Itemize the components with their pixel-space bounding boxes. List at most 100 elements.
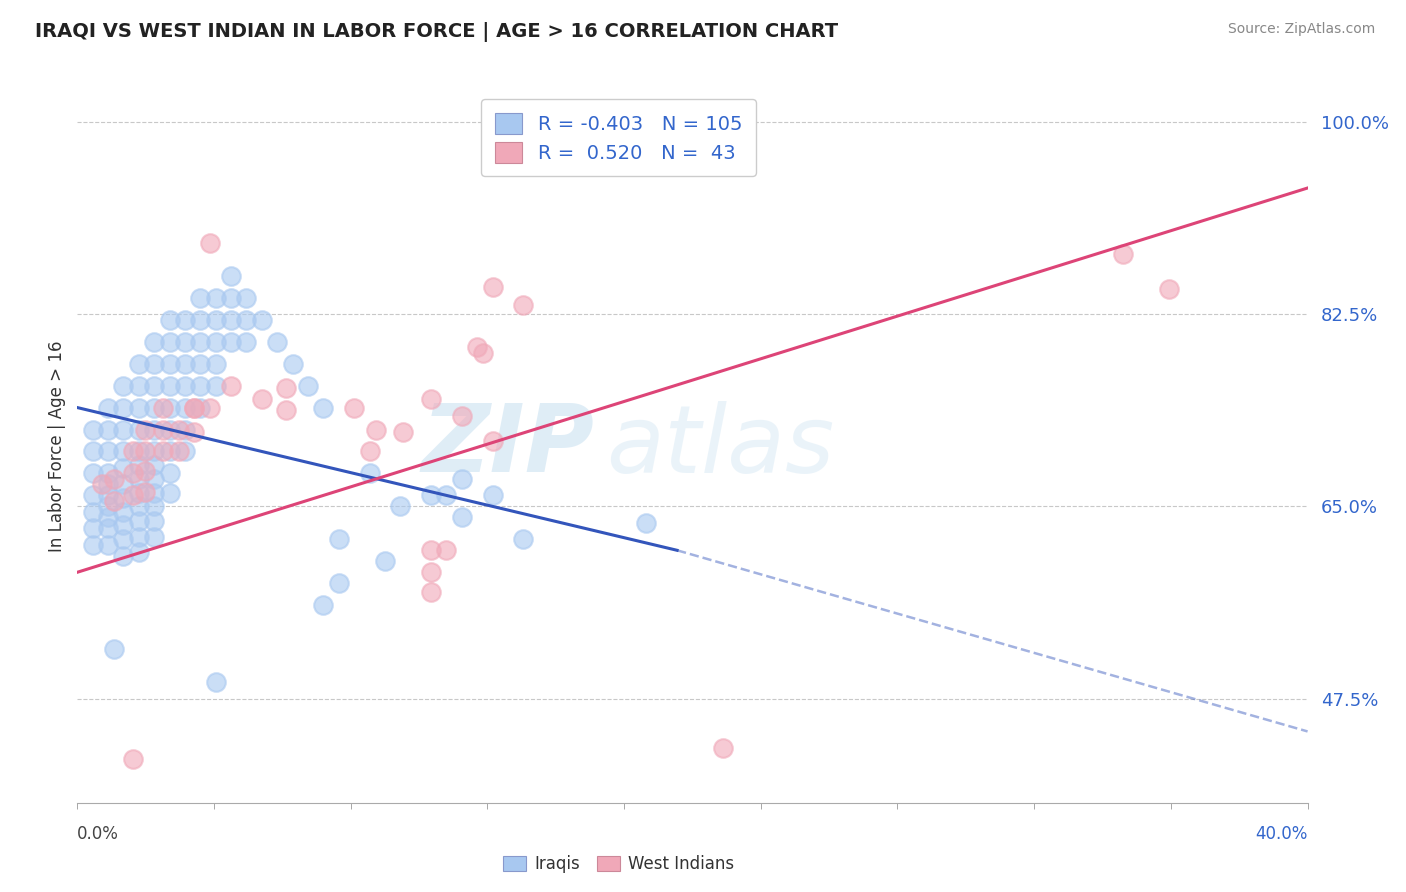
Point <box>188 357 212 371</box>
Point <box>128 514 150 528</box>
Point <box>97 521 120 535</box>
Point <box>143 458 166 472</box>
Point <box>183 834 205 848</box>
Point <box>450 409 472 424</box>
Point <box>143 486 166 500</box>
Point <box>112 444 135 458</box>
Point <box>174 357 197 371</box>
Point <box>174 312 197 326</box>
Point <box>128 423 150 437</box>
Point <box>90 477 114 491</box>
Point <box>97 510 120 524</box>
Point <box>436 488 458 502</box>
Text: 0.0%: 0.0% <box>77 825 120 843</box>
Point <box>128 401 150 415</box>
Point <box>103 494 125 508</box>
Legend: Iraqis, West Indians: Iraqis, West Indians <box>496 849 741 880</box>
Point <box>219 291 242 305</box>
Point <box>198 401 221 415</box>
Point <box>188 378 212 392</box>
Point <box>343 401 366 415</box>
Point <box>174 401 197 415</box>
Point <box>128 378 150 392</box>
Point <box>128 444 150 458</box>
Point <box>82 444 104 458</box>
Point <box>82 423 104 437</box>
Point <box>112 477 135 491</box>
Point <box>128 530 150 544</box>
Point <box>1112 247 1135 261</box>
Point <box>167 444 190 458</box>
Point <box>188 334 212 349</box>
Point <box>359 444 381 458</box>
Point <box>436 543 458 558</box>
Point <box>121 752 143 766</box>
Point <box>152 401 174 415</box>
Point <box>204 312 226 326</box>
Point <box>82 521 104 535</box>
Point <box>281 357 304 371</box>
Point <box>97 423 120 437</box>
Text: Source: ZipAtlas.com: Source: ZipAtlas.com <box>1227 22 1375 37</box>
Point <box>143 472 166 486</box>
Point <box>159 312 181 326</box>
Point <box>235 312 257 326</box>
Point <box>112 461 135 475</box>
Point <box>420 585 443 599</box>
Point <box>112 533 135 547</box>
Point <box>159 401 181 415</box>
Point <box>112 378 135 392</box>
Text: IRAQI VS WEST INDIAN IN LABOR FORCE | AGE > 16 CORRELATION CHART: IRAQI VS WEST INDIAN IN LABOR FORCE | AG… <box>35 22 838 42</box>
Point <box>219 334 242 349</box>
Point <box>134 464 156 478</box>
Point <box>143 401 166 415</box>
Point <box>420 392 443 406</box>
Point <box>465 340 488 354</box>
Point <box>297 378 319 392</box>
Point <box>159 334 181 349</box>
Point <box>112 518 135 533</box>
Point <box>134 485 156 500</box>
Point <box>374 554 396 568</box>
Point <box>512 533 534 547</box>
Point <box>143 357 166 371</box>
Point <box>112 505 135 519</box>
Point <box>1159 282 1181 296</box>
Point <box>128 500 150 514</box>
Point <box>112 423 135 437</box>
Point <box>711 740 734 755</box>
Point <box>235 291 257 305</box>
Point <box>152 444 174 458</box>
Point <box>420 543 443 558</box>
Point <box>472 345 495 359</box>
Y-axis label: In Labor Force | Age > 16: In Labor Force | Age > 16 <box>48 340 66 552</box>
Point <box>250 312 273 326</box>
Point <box>188 291 212 305</box>
Point <box>420 566 443 580</box>
Point <box>420 488 443 502</box>
Point <box>250 392 273 406</box>
Point <box>128 357 150 371</box>
Point <box>134 444 156 458</box>
Point <box>636 516 658 530</box>
Point <box>188 401 212 415</box>
Point <box>481 280 503 294</box>
Point <box>481 488 503 502</box>
Point <box>159 378 181 392</box>
Text: ZIP: ZIP <box>422 400 595 492</box>
Point <box>134 423 156 437</box>
Point <box>143 500 166 514</box>
Point <box>392 425 415 439</box>
Point <box>183 401 205 415</box>
Point <box>174 423 197 437</box>
Text: atlas: atlas <box>606 401 835 491</box>
Point <box>481 434 503 448</box>
Point <box>143 530 166 544</box>
Point <box>328 576 350 591</box>
Point <box>450 510 472 524</box>
Point <box>167 423 190 437</box>
Point <box>128 486 150 500</box>
Point <box>183 425 205 439</box>
Point <box>159 444 181 458</box>
Point <box>128 545 150 559</box>
